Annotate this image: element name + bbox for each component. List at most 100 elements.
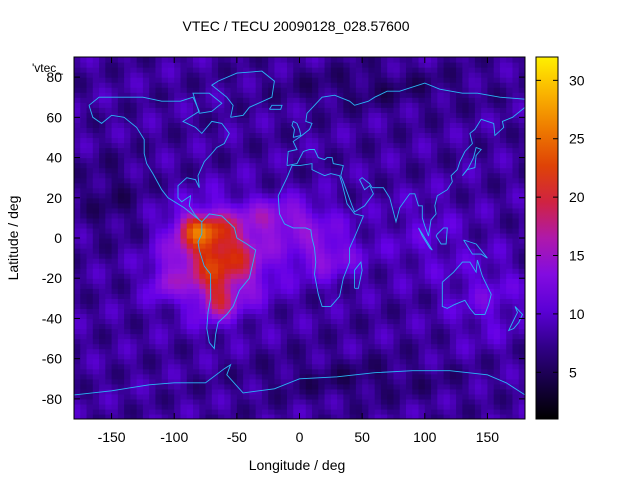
heatmap-cell <box>387 187 395 194</box>
heatmap-cell <box>493 192 501 199</box>
heatmap-cell <box>280 283 288 289</box>
heatmap-cell <box>249 187 257 194</box>
heatmap-cell <box>180 263 188 269</box>
heatmap-cell <box>99 308 106 315</box>
heatmap-cell <box>243 238 250 244</box>
heatmap-cell <box>193 238 200 244</box>
heatmap-cell <box>193 217 200 224</box>
heatmap-cell <box>374 313 382 320</box>
heatmap-cell <box>474 293 482 299</box>
heatmap-cell <box>474 383 482 390</box>
heatmap-cell <box>255 283 263 289</box>
heatmap-cell <box>468 72 476 78</box>
heatmap-cell <box>368 263 376 269</box>
heatmap-cell <box>243 333 250 340</box>
heatmap-cell <box>218 202 225 209</box>
heatmap-cell <box>80 398 88 405</box>
heatmap-cell <box>487 222 495 229</box>
heatmap-cell <box>399 192 407 199</box>
heatmap-cell <box>117 328 125 335</box>
heatmap-cell <box>487 358 495 365</box>
heatmap-cell <box>424 238 432 244</box>
heatmap-cell <box>418 127 426 134</box>
heatmap-cell <box>186 157 194 164</box>
heatmap-cell <box>368 137 376 144</box>
heatmap-cell <box>149 72 157 78</box>
heatmap-cell <box>236 122 244 128</box>
heatmap-cell <box>318 217 326 224</box>
heatmap-cell <box>230 413 238 419</box>
heatmap-cell <box>243 378 250 385</box>
heatmap-cell <box>487 283 495 289</box>
heatmap-cell <box>286 187 294 194</box>
heatmap-cell <box>92 192 100 199</box>
heatmap-cell <box>117 378 125 385</box>
heatmap-cell <box>105 333 113 340</box>
heatmap-cell <box>393 308 401 315</box>
heatmap-cell <box>299 172 307 179</box>
heatmap-cell <box>186 383 194 390</box>
heatmap-cell <box>130 293 138 299</box>
heatmap-cell <box>205 132 213 139</box>
heatmap-cell <box>456 393 463 400</box>
heatmap-cell <box>499 248 507 254</box>
heatmap-cell <box>462 102 470 108</box>
heatmap-cell <box>274 338 282 345</box>
heatmap-cell <box>199 182 207 189</box>
heatmap-cell <box>105 363 113 370</box>
heatmap-cell <box>518 182 525 189</box>
heatmap-cell <box>337 298 344 304</box>
heatmap-cell <box>199 398 207 405</box>
heatmap-cell <box>499 238 507 244</box>
heatmap-cell <box>167 333 175 340</box>
heatmap-cell <box>199 212 207 219</box>
heatmap-cell <box>355 313 363 320</box>
heatmap-cell <box>349 383 357 390</box>
heatmap-cell <box>412 212 420 219</box>
heatmap-cell <box>280 343 288 350</box>
heatmap-cell <box>493 97 501 103</box>
heatmap-cell <box>349 353 357 360</box>
heatmap-cell <box>412 167 420 174</box>
heatmap-cell <box>499 358 507 365</box>
heatmap-cell <box>74 112 81 118</box>
heatmap-cell <box>330 408 338 415</box>
heatmap-cell <box>243 298 250 304</box>
heatmap-cell <box>86 92 94 98</box>
heatmap-cell <box>136 273 144 279</box>
heatmap-cell <box>443 253 451 259</box>
heatmap-cell <box>155 343 163 350</box>
heatmap-cell <box>437 97 445 103</box>
heatmap-cell <box>487 177 495 184</box>
heatmap-cell <box>312 313 319 320</box>
heatmap-cell <box>74 363 81 370</box>
heatmap-cell <box>380 177 388 184</box>
heatmap-cell <box>205 137 213 144</box>
heatmap-cell <box>330 87 338 93</box>
heatmap-cell <box>186 268 194 274</box>
heatmap-cell <box>180 157 188 164</box>
heatmap-cell <box>456 318 463 325</box>
heatmap-cell <box>80 323 88 330</box>
heatmap-cell <box>136 313 144 320</box>
heatmap-cell <box>512 222 520 229</box>
heatmap-cell <box>243 207 250 214</box>
heatmap-cell <box>387 413 395 419</box>
heatmap-cell <box>111 358 119 365</box>
heatmap-cell <box>86 117 94 123</box>
heatmap-cell <box>293 383 301 390</box>
heatmap-cell <box>487 263 495 269</box>
heatmap-cell <box>86 243 94 249</box>
heatmap-cell <box>80 363 88 370</box>
heatmap-cell <box>349 127 357 134</box>
heatmap-cell <box>449 408 457 415</box>
heatmap-cell <box>218 222 225 229</box>
heatmap-cell <box>255 87 263 93</box>
heatmap-cell <box>86 388 94 395</box>
heatmap-cell <box>431 127 438 134</box>
heatmap-cell <box>387 278 395 284</box>
heatmap-cell <box>255 82 263 88</box>
heatmap-cell <box>117 112 125 118</box>
heatmap-cell <box>374 117 382 123</box>
heatmap-cell <box>387 222 395 229</box>
